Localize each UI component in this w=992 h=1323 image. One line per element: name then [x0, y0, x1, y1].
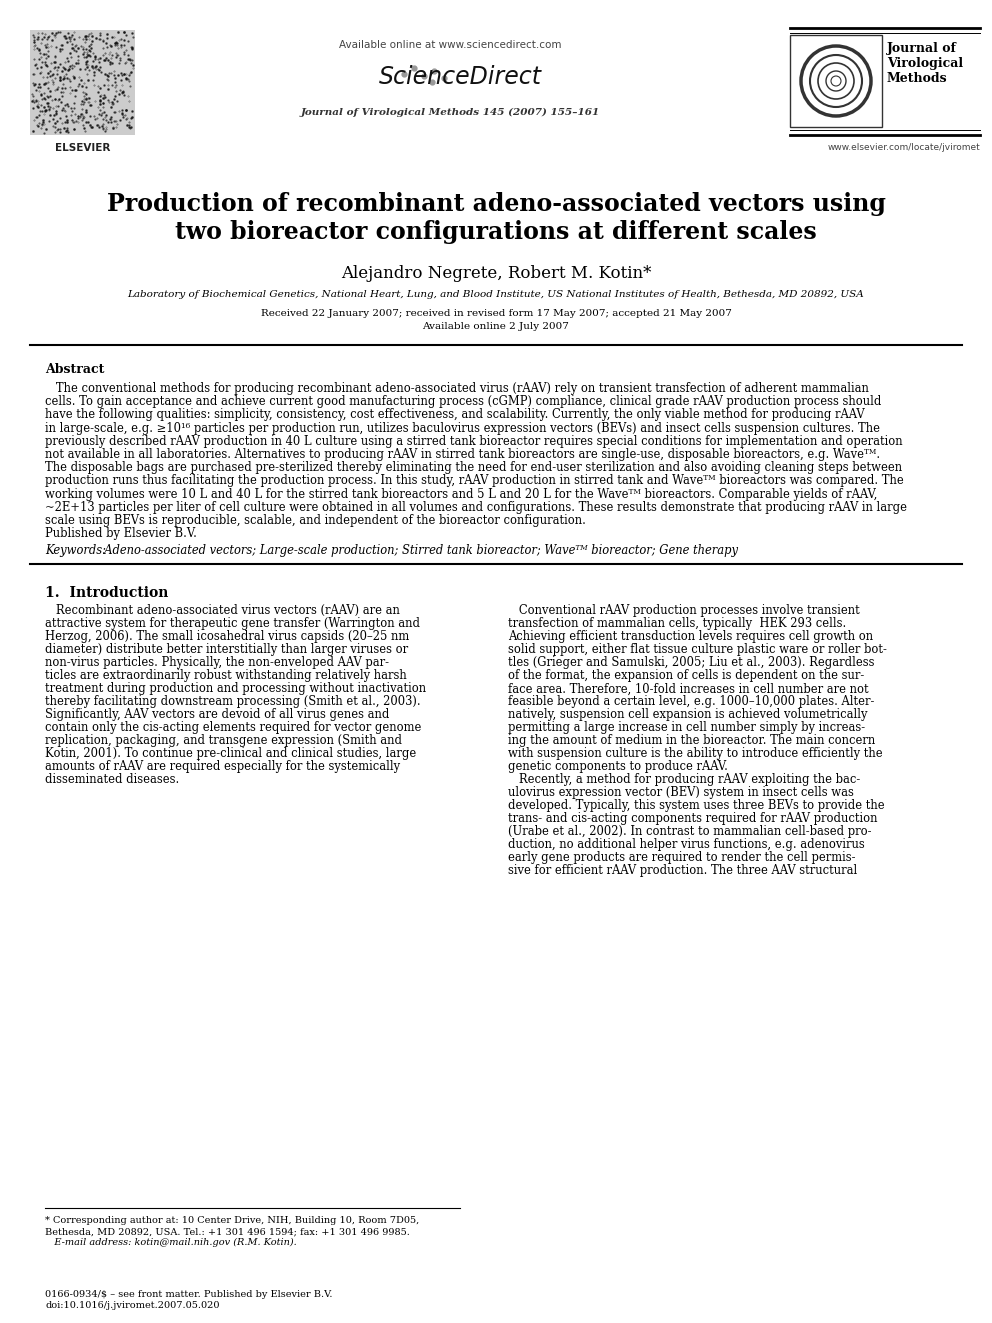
Text: ticles are extraordinarily robust withstanding relatively harsh: ticles are extraordinarily robust withst…: [45, 669, 407, 683]
Text: amounts of rAAV are required especially for the systemically: amounts of rAAV are required especially …: [45, 761, 400, 774]
Text: tles (Grieger and Samulski, 2005; Liu et al., 2003). Regardless: tles (Grieger and Samulski, 2005; Liu et…: [508, 656, 875, 669]
Text: production runs thus facilitating the production process. In this study, rAAV pr: production runs thus facilitating the pr…: [45, 475, 904, 487]
Text: of the format, the expansion of cells is dependent on the sur-: of the format, the expansion of cells is…: [508, 669, 864, 683]
Text: ScienceDirect: ScienceDirect: [379, 65, 542, 89]
Text: previously described rAAV production in 40 L culture using a stirred tank biorea: previously described rAAV production in …: [45, 435, 903, 447]
Text: disseminated diseases.: disseminated diseases.: [45, 774, 180, 786]
Text: ELSEVIER: ELSEVIER: [55, 143, 110, 153]
Text: Available online at www.sciencedirect.com: Available online at www.sciencedirect.co…: [338, 40, 561, 50]
Text: diameter) distribute better interstitially than larger viruses or: diameter) distribute better interstitial…: [45, 643, 408, 656]
Text: non-virus particles. Physically, the non-enveloped AAV par-: non-virus particles. Physically, the non…: [45, 656, 389, 669]
Text: Received 22 January 2007; received in revised form 17 May 2007; accepted 21 May : Received 22 January 2007; received in re…: [261, 310, 731, 318]
Text: cells. To gain acceptance and achieve current good manufacturing process (cGMP) : cells. To gain acceptance and achieve cu…: [45, 396, 881, 409]
Text: sive for efficient rAAV production. The three AAV structural: sive for efficient rAAV production. The …: [508, 864, 857, 877]
Text: Alejandro Negrete, Robert M. Kotin*: Alejandro Negrete, Robert M. Kotin*: [341, 265, 651, 282]
Text: trans- and cis-acting components required for rAAV production: trans- and cis-acting components require…: [508, 812, 878, 826]
Text: Laboratory of Biochemical Genetics, National Heart, Lung, and Blood Institute, U: Laboratory of Biochemical Genetics, Nati…: [128, 290, 864, 299]
Text: Journal of
Virological
Methods: Journal of Virological Methods: [887, 42, 963, 85]
Text: contain only the cis-acting elements required for vector genome: contain only the cis-acting elements req…: [45, 721, 422, 734]
Text: ing the amount of medium in the bioreactor. The main concern: ing the amount of medium in the bioreact…: [508, 734, 875, 747]
Text: doi:10.1016/j.jviromet.2007.05.020: doi:10.1016/j.jviromet.2007.05.020: [45, 1301, 219, 1310]
Text: not available in all laboratories. Alternatives to producing rAAV in stirred tan: not available in all laboratories. Alter…: [45, 448, 880, 460]
Text: developed. Typically, this system uses three BEVs to provide the: developed. Typically, this system uses t…: [508, 799, 885, 812]
Text: Significantly, AAV vectors are devoid of all virus genes and: Significantly, AAV vectors are devoid of…: [45, 708, 390, 721]
Text: * Corresponding author at: 10 Center Drive, NIH, Building 10, Room 7D05,: * Corresponding author at: 10 Center Dri…: [45, 1216, 420, 1225]
Text: Herzog, 2006). The small icosahedral virus capsids (20–25 nm: Herzog, 2006). The small icosahedral vir…: [45, 630, 410, 643]
Text: in large-scale, e.g. ≥10¹⁶ particles per production run, utilizes baculovirus ex: in large-scale, e.g. ≥10¹⁶ particles per…: [45, 422, 880, 434]
Text: 0166-0934/$ – see front matter. Published by Elsevier B.V.: 0166-0934/$ – see front matter. Publishe…: [45, 1290, 332, 1299]
Text: scale using BEVs is reproducible, scalable, and independent of the bioreactor co: scale using BEVs is reproducible, scalab…: [45, 515, 586, 527]
Text: Published by Elsevier B.V.: Published by Elsevier B.V.: [45, 527, 196, 540]
Text: Adeno-associated vectors; Large-scale production; Stirred tank bioreactor; Waveᵀ: Adeno-associated vectors; Large-scale pr…: [97, 544, 738, 557]
Text: early gene products are required to render the cell permis-: early gene products are required to rend…: [508, 852, 855, 864]
Text: attractive system for therapeutic gene transfer (Warrington and: attractive system for therapeutic gene t…: [45, 618, 420, 630]
Text: Achieving efficient transduction levels requires cell growth on: Achieving efficient transduction levels …: [508, 630, 873, 643]
Text: feasible beyond a certain level, e.g. 1000–10,000 plates. Alter-: feasible beyond a certain level, e.g. 10…: [508, 696, 874, 708]
Text: Keywords:: Keywords:: [45, 544, 106, 557]
Text: The conventional methods for producing recombinant adeno-associated virus (rAAV): The conventional methods for producing r…: [45, 382, 869, 396]
Text: replication, packaging, and transgene expression (Smith and: replication, packaging, and transgene ex…: [45, 734, 402, 747]
Text: face area. Therefore, 10-fold increases in cell number are not: face area. Therefore, 10-fold increases …: [508, 683, 869, 696]
Text: working volumes were 10 L and 40 L for the stirred tank bioreactors and 5 L and : working volumes were 10 L and 40 L for t…: [45, 488, 877, 500]
Text: Kotin, 2001). To continue pre-clinical and clinical studies, large: Kotin, 2001). To continue pre-clinical a…: [45, 747, 417, 761]
Bar: [30, 30, 135, 135]
Text: Abstract: Abstract: [45, 363, 104, 376]
Text: ulovirus expression vector (BEV) system in insect cells was: ulovirus expression vector (BEV) system …: [508, 786, 854, 799]
Text: have the following qualities: simplicity, consistency, cost effectiveness, and s: have the following qualities: simplicity…: [45, 409, 865, 422]
Text: duction, no additional helper virus functions, e.g. adenovirus: duction, no additional helper virus func…: [508, 839, 865, 852]
Bar: [790, 34, 882, 127]
Text: Production of recombinant adeno-associated vectors using: Production of recombinant adeno-associat…: [106, 192, 886, 216]
Text: thereby facilitating downstream processing (Smith et al., 2003).: thereby facilitating downstream processi…: [45, 696, 421, 708]
Text: Journal of Virological Methods 145 (2007) 155–161: Journal of Virological Methods 145 (2007…: [301, 108, 599, 118]
Text: 1.  Introduction: 1. Introduction: [45, 586, 169, 601]
Text: E-mail address: kotin@mail.nih.gov (R.M. Kotin).: E-mail address: kotin@mail.nih.gov (R.M.…: [45, 1238, 297, 1248]
Text: Recently, a method for producing rAAV exploiting the bac-: Recently, a method for producing rAAV ex…: [508, 774, 860, 786]
Text: Available online 2 July 2007: Available online 2 July 2007: [423, 321, 569, 331]
Text: treatment during production and processing without inactivation: treatment during production and processi…: [45, 683, 427, 696]
Text: with suspension culture is the ability to introduce efficiently the: with suspension culture is the ability t…: [508, 747, 883, 761]
Text: The disposable bags are purchased pre-sterilized thereby eliminating the need fo: The disposable bags are purchased pre-st…: [45, 462, 902, 474]
Text: (Urabe et al., 2002). In contrast to mammalian cell-based pro-: (Urabe et al., 2002). In contrast to mam…: [508, 826, 872, 839]
Text: ~2E+13 particles per liter of cell culture were obtained in all volumes and conf: ~2E+13 particles per liter of cell cultu…: [45, 501, 907, 513]
Text: Bethesda, MD 20892, USA. Tel.: +1 301 496 1594; fax: +1 301 496 9985.: Bethesda, MD 20892, USA. Tel.: +1 301 49…: [45, 1226, 410, 1236]
Text: www.elsevier.com/locate/jviromet: www.elsevier.com/locate/jviromet: [827, 143, 980, 152]
Text: transfection of mammalian cells, typically  HEK 293 cells.: transfection of mammalian cells, typical…: [508, 618, 846, 630]
Text: Conventional rAAV production processes involve transient: Conventional rAAV production processes i…: [508, 605, 860, 618]
Text: permitting a large increase in cell number simply by increas-: permitting a large increase in cell numb…: [508, 721, 865, 734]
Text: two bioreactor configurations at different scales: two bioreactor configurations at differe…: [176, 220, 816, 243]
Text: solid support, either flat tissue culture plastic ware or roller bot-: solid support, either flat tissue cultur…: [508, 643, 887, 656]
Text: Recombinant adeno-associated virus vectors (rAAV) are an: Recombinant adeno-associated virus vecto…: [45, 605, 400, 618]
Text: natively, suspension cell expansion is achieved volumetrically: natively, suspension cell expansion is a…: [508, 708, 867, 721]
Text: genetic components to produce rAAV.: genetic components to produce rAAV.: [508, 761, 728, 774]
